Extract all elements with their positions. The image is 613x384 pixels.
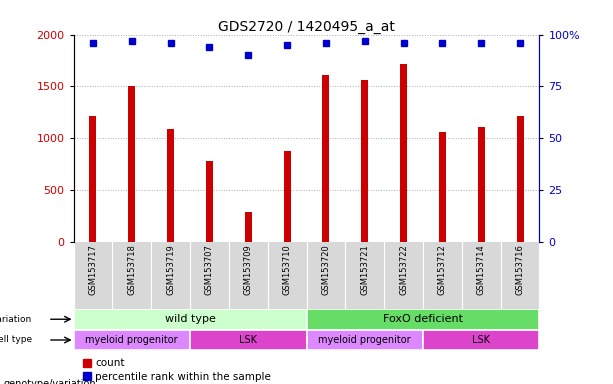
- Text: GSM153714: GSM153714: [477, 244, 485, 295]
- Bar: [439, 132, 446, 242]
- Bar: [206, 161, 213, 242]
- Bar: [128, 86, 135, 242]
- Text: wild type: wild type: [165, 314, 215, 324]
- Bar: [190, 329, 306, 350]
- Bar: [423, 329, 539, 350]
- Bar: [322, 75, 329, 242]
- Text: GSM153716: GSM153716: [516, 244, 525, 295]
- Text: GSM153709: GSM153709: [244, 244, 253, 295]
- Legend: count, percentile rank within the sample: count, percentile rank within the sample: [78, 354, 275, 384]
- Text: GSM153710: GSM153710: [283, 244, 292, 295]
- Text: GSM153718: GSM153718: [128, 244, 136, 295]
- Text: GSM153721: GSM153721: [360, 244, 369, 295]
- Text: GSM153707: GSM153707: [205, 244, 214, 295]
- Text: myeloid progenitor: myeloid progenitor: [318, 335, 411, 345]
- Bar: [167, 129, 174, 242]
- Text: GSM153720: GSM153720: [321, 244, 330, 295]
- Text: GSM153722: GSM153722: [399, 244, 408, 295]
- Bar: [89, 116, 96, 242]
- Text: myeloid progenitor: myeloid progenitor: [85, 335, 178, 345]
- Text: cell type: cell type: [0, 336, 32, 344]
- Bar: [306, 309, 539, 329]
- Bar: [361, 80, 368, 242]
- Bar: [74, 309, 306, 329]
- Text: GSM153717: GSM153717: [88, 244, 97, 295]
- Bar: [74, 329, 190, 350]
- Title: GDS2720 / 1420495_a_at: GDS2720 / 1420495_a_at: [218, 20, 395, 33]
- Text: genotype/variation: genotype/variation: [0, 315, 32, 324]
- Text: FoxO deficient: FoxO deficient: [383, 314, 463, 324]
- Bar: [306, 329, 423, 350]
- Bar: [284, 151, 291, 242]
- Text: GSM153719: GSM153719: [166, 244, 175, 295]
- Text: GSM153712: GSM153712: [438, 244, 447, 295]
- Text: genotype/variation: genotype/variation: [3, 379, 96, 384]
- Text: LSK: LSK: [239, 335, 257, 345]
- Bar: [400, 64, 407, 242]
- Text: LSK: LSK: [472, 335, 490, 345]
- Bar: [517, 116, 524, 242]
- Bar: [478, 127, 485, 242]
- Bar: [245, 212, 252, 242]
